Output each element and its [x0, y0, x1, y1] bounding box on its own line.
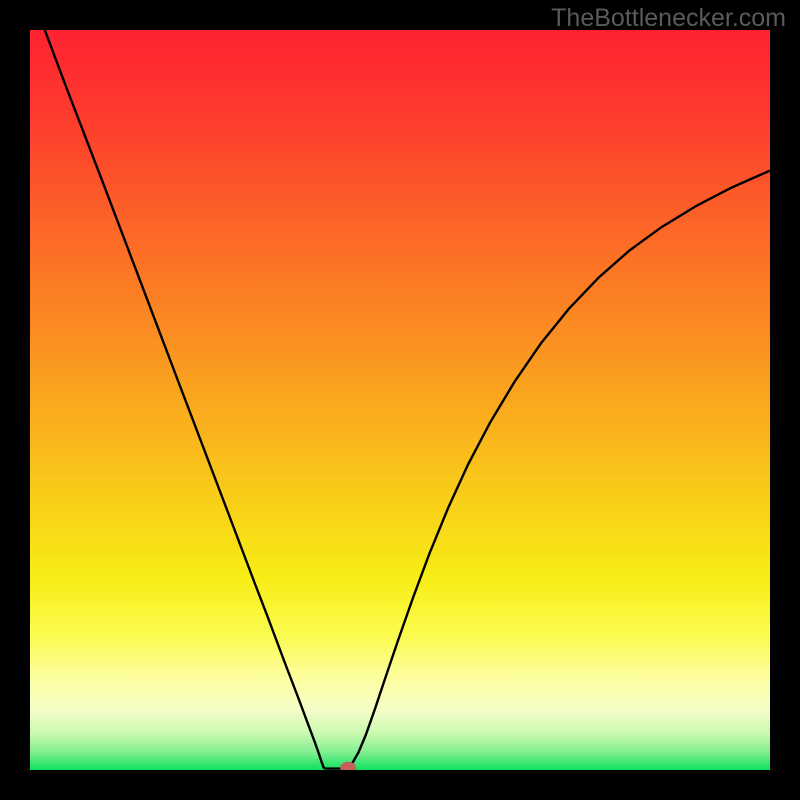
chart-container: TheBottlenecker.com	[0, 0, 800, 800]
chart-frame-border	[0, 0, 800, 800]
watermark-text: TheBottlenecker.com	[551, 4, 786, 33]
